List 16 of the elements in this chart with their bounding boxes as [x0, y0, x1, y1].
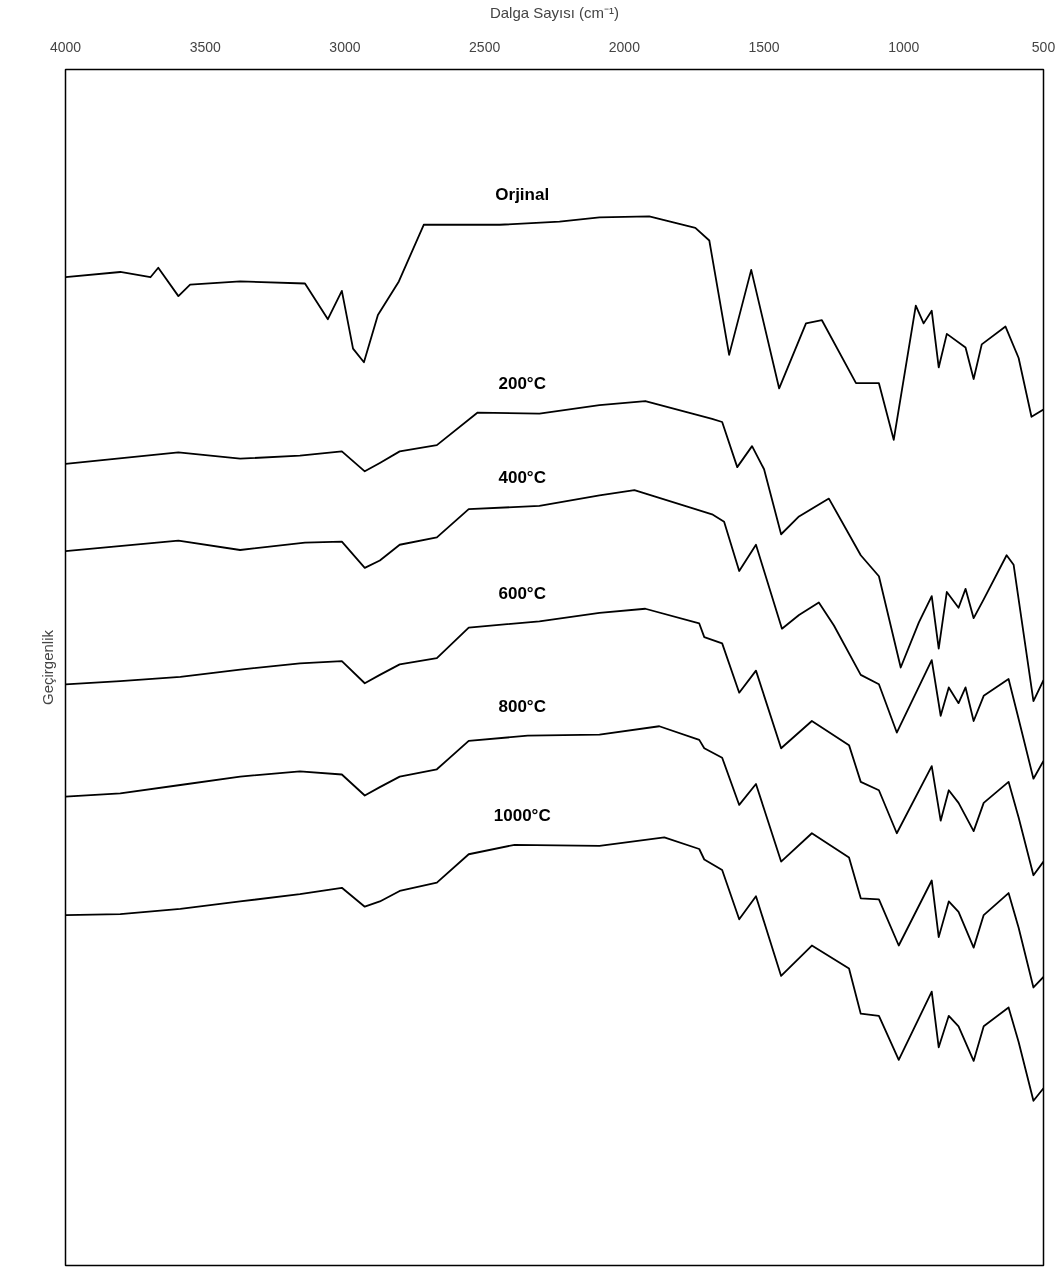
x-tick-label: 4000	[49, 38, 82, 55]
x-tick-label: 2500	[469, 38, 501, 55]
series-label: Orjinal	[495, 184, 550, 204]
x-tick-label: 1000	[888, 38, 920, 55]
x-tick-label: 500	[1031, 38, 1056, 55]
series-label: 200°C	[498, 374, 546, 394]
y-axis-title: Geçirgenlik	[38, 629, 56, 706]
x-tick-label: 3500	[189, 38, 221, 55]
x-tick-label: 3000	[329, 38, 361, 55]
series-label: 800°C	[498, 697, 546, 717]
series-label: 600°C	[498, 583, 546, 603]
x-tick-label: 2000	[608, 38, 641, 55]
series-label: 400°C	[498, 467, 546, 487]
x-tick-label: 1500	[748, 38, 780, 55]
x-axis-title: Dalga Sayısı (cm⁻¹)	[489, 3, 620, 21]
series-label: 1000°C	[493, 805, 551, 825]
